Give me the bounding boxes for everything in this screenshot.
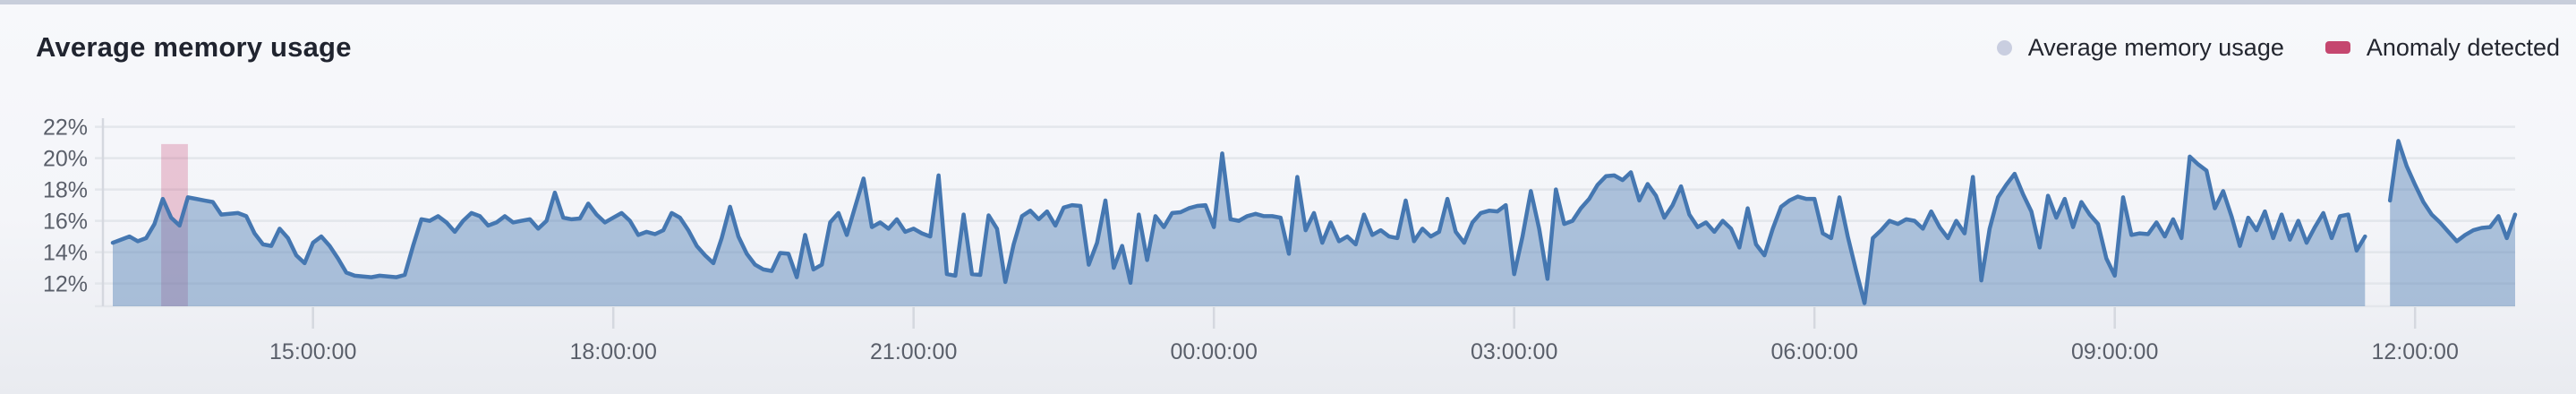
legend-label: Average memory usage bbox=[2027, 33, 2284, 61]
window-top-strip bbox=[0, 0, 2576, 4]
svg-text:03:00:00: 03:00:00 bbox=[1471, 339, 1557, 364]
panel-header: Average memory usage Average memory usag… bbox=[0, 4, 2576, 90]
svg-text:12%: 12% bbox=[43, 272, 88, 297]
svg-text:00:00:00: 00:00:00 bbox=[1171, 339, 1258, 364]
legend-anomaly-marker bbox=[2324, 41, 2350, 54]
legend-item-average-memory-usage[interactable]: Average memory usage bbox=[1996, 33, 2284, 62]
chart-title: Average memory usage bbox=[36, 31, 352, 63]
svg-text:14%: 14% bbox=[43, 241, 88, 266]
svg-text:15:00:00: 15:00:00 bbox=[269, 339, 356, 364]
svg-text:18:00:00: 18:00:00 bbox=[570, 339, 657, 364]
svg-text:20%: 20% bbox=[43, 147, 88, 172]
svg-text:09:00:00: 09:00:00 bbox=[2071, 339, 2158, 364]
chart-legend: Average memory usage Anomaly detected bbox=[1996, 33, 2560, 62]
svg-text:18%: 18% bbox=[43, 178, 88, 203]
svg-text:16%: 16% bbox=[43, 210, 88, 235]
legend-label: Anomaly detected bbox=[2366, 33, 2560, 61]
legend-item-anomaly-detected[interactable]: Anomaly detected bbox=[2324, 33, 2560, 62]
legend-dot-marker bbox=[1996, 39, 2012, 56]
svg-text:21:00:00: 21:00:00 bbox=[870, 339, 957, 364]
svg-text:22%: 22% bbox=[43, 116, 88, 141]
svg-text:06:00:00: 06:00:00 bbox=[1771, 339, 1858, 364]
anomaly-band bbox=[161, 143, 188, 306]
svg-text:12:00:00: 12:00:00 bbox=[2372, 339, 2459, 364]
